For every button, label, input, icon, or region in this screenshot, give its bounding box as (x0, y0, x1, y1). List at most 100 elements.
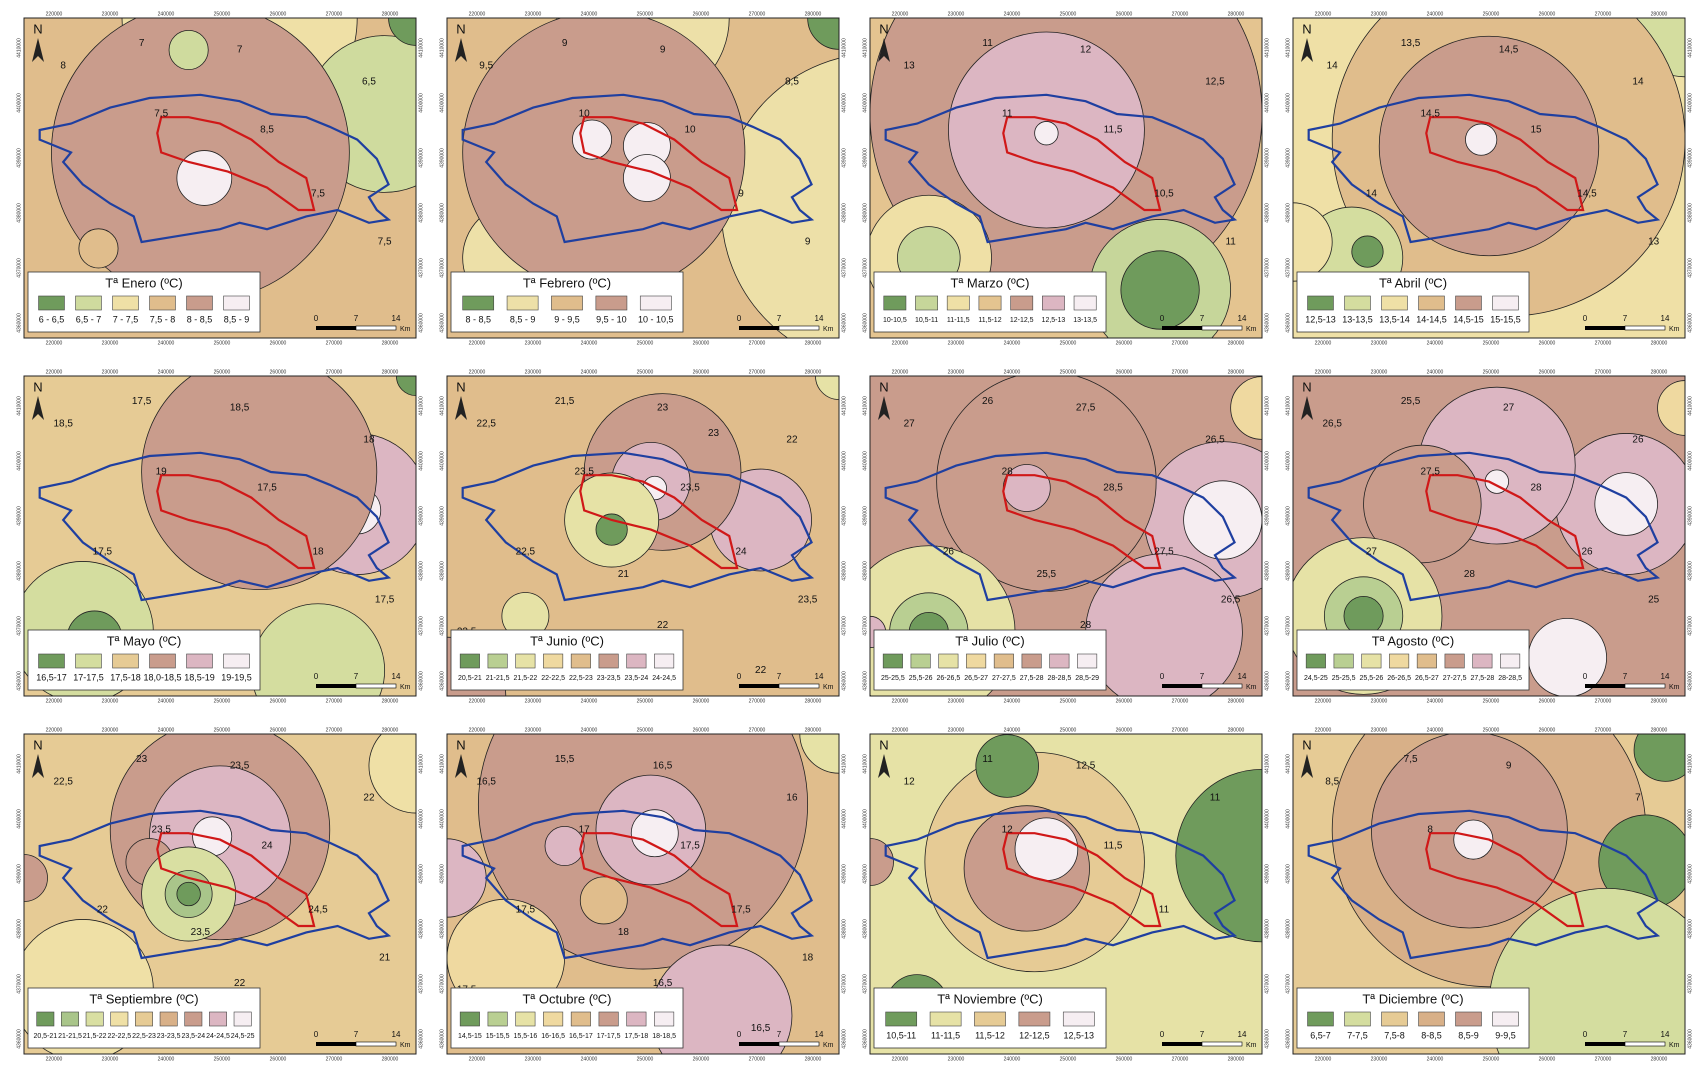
contour-label: 11,5 (1104, 841, 1123, 852)
legend-swatch (223, 295, 250, 311)
contour-label: 22 (234, 978, 246, 989)
contour-label: 24 (735, 547, 747, 558)
scale-label: 0 (314, 314, 319, 323)
contour-label: 22,5 (53, 777, 73, 788)
legend-label: 8 - 8,5 (187, 314, 213, 324)
legend-label: 14,5-15 (458, 1033, 482, 1040)
y-tick-label: 4390000 (862, 864, 868, 884)
y-tick-label: 4370000 (16, 258, 22, 278)
contour-label: 11 (1159, 905, 1170, 916)
y-tick-label: 4390000 (1264, 506, 1270, 526)
x-tick-label: 240000 (581, 727, 598, 733)
y-tick-label: 4360000 (1264, 1029, 1270, 1049)
contour-label: 10,5 (1154, 189, 1174, 200)
contour-label: 17 (579, 825, 591, 836)
scale-label: 7 (1200, 672, 1205, 681)
contour-label: 11 (1210, 793, 1221, 804)
legend-swatch (915, 295, 938, 311)
legend-label: 12,5-13 (1305, 314, 1336, 324)
y-tick-label: 4410000 (1264, 396, 1270, 416)
y-tick-label: 4380000 (16, 919, 22, 939)
scale-label: 7 (354, 672, 359, 681)
x-tick-label: 280000 (1228, 11, 1245, 17)
legend-box (27, 629, 261, 691)
contour-label: 17,5 (132, 396, 152, 407)
y-tick-label: 4360000 (1285, 1029, 1291, 1049)
x-tick-label: 240000 (1004, 369, 1021, 375)
x-tick-label: 260000 (1539, 11, 1556, 17)
legend-swatch (1455, 295, 1482, 311)
x-tick-label: 230000 (1371, 727, 1388, 733)
x-tick-label: 270000 (749, 727, 766, 733)
legend-label: 20,5-21 (33, 1033, 57, 1040)
legend-label: 8,5-9 (1458, 1030, 1479, 1040)
legend-label: 27-27,5 (1443, 675, 1467, 682)
y-tick-label: 4400000 (1264, 451, 1270, 471)
legend-swatch (1381, 1011, 1408, 1027)
x-tick-label: 220000 (892, 11, 909, 17)
contour-label: 17,5 (680, 841, 700, 852)
scale-label: 0 (314, 672, 319, 681)
scale-bar (316, 1042, 356, 1046)
x-tick-label: 230000 (102, 369, 119, 375)
y-tick-label: 4390000 (841, 148, 847, 168)
zone (1633, 734, 1685, 782)
y-tick-label: 4380000 (1687, 561, 1693, 581)
y-tick-label: 4380000 (439, 561, 445, 581)
contour-label: 23,5 (798, 595, 818, 606)
contour-label: 26,5 (1205, 435, 1225, 446)
legend-swatch (1344, 1011, 1371, 1027)
contour-label: 18,5 (230, 403, 250, 414)
legend-label: 25,5-26 (909, 675, 933, 682)
x-tick-label: 230000 (1371, 698, 1388, 704)
y-tick-label: 4380000 (841, 203, 847, 223)
legend-swatch (186, 295, 213, 311)
contour-label: 7 (139, 38, 145, 49)
x-tick-label: 260000 (1116, 727, 1133, 733)
x-tick-label: 220000 (469, 698, 486, 704)
y-tick-label: 4390000 (16, 506, 22, 526)
legend-label: 24-24,5 (652, 675, 676, 682)
y-tick-label: 4380000 (841, 561, 847, 581)
scale-unit: Km (400, 1042, 411, 1049)
x-tick-label: 250000 (1060, 727, 1077, 733)
legend-swatch (885, 1011, 918, 1027)
y-tick-label: 4360000 (439, 671, 445, 691)
y-tick-label: 4410000 (1687, 754, 1693, 774)
x-tick-label: 240000 (1427, 369, 1444, 375)
contour-label: 24 (261, 841, 273, 852)
x-tick-label: 280000 (1228, 369, 1245, 375)
scale-label: 7 (1623, 672, 1628, 681)
legend-label: 14-14,5 (1416, 314, 1447, 324)
scale-label: 7 (1200, 1030, 1205, 1039)
x-tick-label: 230000 (102, 11, 119, 17)
y-tick-label: 4410000 (439, 38, 445, 58)
zone (78, 228, 119, 269)
y-tick-label: 4370000 (418, 258, 424, 278)
legend-swatch (112, 653, 139, 669)
y-tick-label: 4380000 (1285, 561, 1291, 581)
x-tick-label: 270000 (1595, 1056, 1612, 1062)
contour-label: 28 (1530, 483, 1542, 494)
area-outline (1002, 474, 1162, 570)
legend-swatch (459, 653, 480, 669)
zone (630, 809, 679, 858)
x-tick-label: 260000 (1539, 727, 1556, 733)
contour-label: 15 (1530, 125, 1542, 136)
x-tick-label: 280000 (1228, 340, 1245, 346)
legend-swatch (543, 653, 564, 669)
x-tick-label: 240000 (158, 11, 175, 17)
legend-title: Tª Marzo (ºC) (951, 275, 1030, 290)
y-tick-label: 4410000 (1285, 396, 1291, 416)
legend-swatch (1344, 295, 1371, 311)
map-frame (23, 17, 417, 339)
legend-label: 24-24,5 (206, 1033, 230, 1040)
x-tick-label: 280000 (1228, 698, 1245, 704)
legend-swatch (1418, 1011, 1445, 1027)
contour-label: 18 (802, 953, 814, 964)
legend-title: Tª Diciembre (ºC) (1362, 991, 1463, 1006)
legend-label: 15-15,5 (1490, 314, 1521, 324)
legend-label: 25,5-26 (1360, 675, 1384, 682)
contour-label: 15,5 (555, 754, 575, 765)
legend-swatch (1492, 1011, 1519, 1027)
